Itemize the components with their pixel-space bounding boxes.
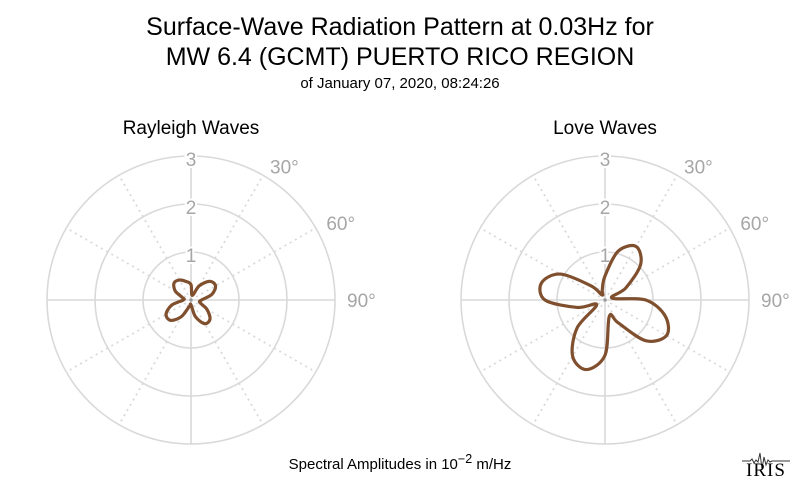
angle-tick-label: 60° (326, 214, 355, 235)
love-radiation-pattern-line (538, 243, 671, 372)
radial-tick-label: 3 (600, 150, 611, 171)
angular-grid-spoke (190, 174, 264, 301)
units-exponent: −2 (457, 452, 473, 466)
angle-tick-label: 90° (761, 291, 790, 312)
angular-grid-spoke (532, 174, 606, 301)
amplitude-units-caption: Spectral Amplitudes in 10−2 m/Hz (0, 452, 800, 473)
radial-tick-label: 2 (600, 198, 611, 219)
iris-logo-seismogram-icon (742, 452, 790, 470)
angle-tick-label: 30° (270, 158, 299, 179)
polar-center-dot (603, 298, 607, 302)
angular-grid-spoke (190, 227, 317, 301)
radial-tick-label: 3 (186, 150, 197, 171)
iris-logo-text: IRIS (746, 460, 786, 481)
angular-grid-spoke (604, 174, 678, 301)
angular-grid-spoke (65, 299, 192, 373)
love-polar-panel: 1 2 3 30° 60° 90° (460, 148, 792, 445)
angle-tick-label: 60° (740, 214, 769, 235)
radial-tick-label: 1 (186, 246, 197, 267)
angular-grid-spoke (118, 299, 192, 426)
rayleigh-panel-title: Rayleigh Waves (122, 118, 260, 139)
angular-grid-spoke (479, 227, 606, 301)
chart-title-line-1: Surface-Wave Radiation Pattern at 0.03Hz… (146, 13, 654, 41)
chart-subtitle: of January 07, 2020, 08:24:26 (300, 75, 500, 92)
units-suffix: m/Hz (472, 456, 512, 473)
love-panel-title: Love Waves (553, 118, 657, 139)
angle-tick-label: 90° (347, 291, 376, 312)
polar-center-dot (189, 298, 193, 302)
angular-grid-spoke (65, 227, 192, 301)
angular-grid-spoke (190, 299, 264, 426)
angular-grid-spoke (190, 299, 317, 373)
radial-tick-label: 1 (600, 246, 611, 267)
rayleigh-polar-panel: 1 2 3 30° 60° 90° (46, 148, 378, 445)
angular-grid-spoke (479, 299, 606, 373)
units-prefix: Spectral Amplitudes in 10 (288, 456, 458, 473)
rayleigh-radiation-pattern-line (164, 278, 218, 326)
radial-tick-label: 2 (186, 198, 197, 219)
angle-tick-label: 30° (684, 158, 713, 179)
angular-grid-spoke (532, 299, 606, 426)
chart-title-line-2: MW 6.4 (GCMT) PUERTO RICO REGION (165, 43, 635, 71)
